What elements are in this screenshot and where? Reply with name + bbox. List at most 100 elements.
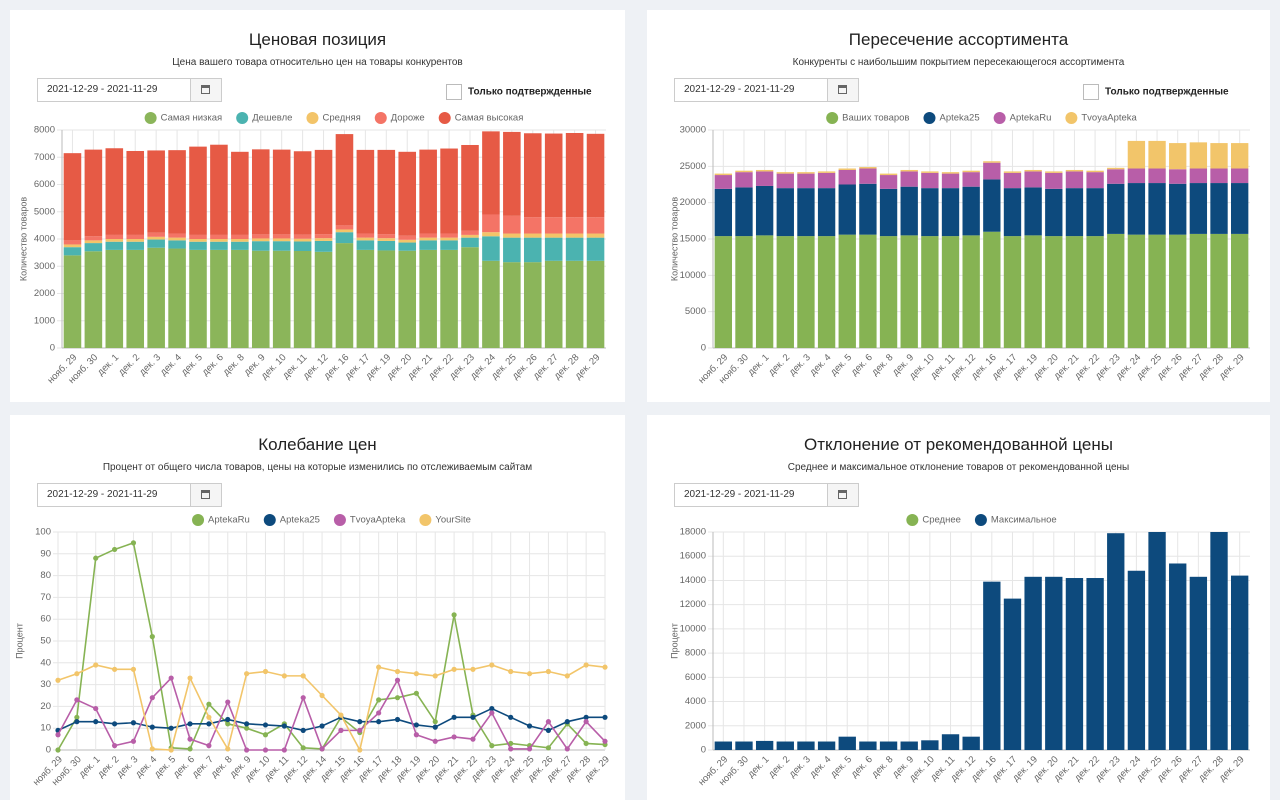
date-range-picker[interactable]: 2021-12-29 - 2021-11-29 <box>674 483 859 507</box>
line-point <box>376 697 382 703</box>
date-range-text: 2021-12-29 - 2021-11-29 <box>47 489 158 500</box>
bar-segment <box>231 249 249 348</box>
bar-segment <box>335 225 354 230</box>
bar-segment <box>147 150 165 233</box>
calendar-button[interactable] <box>827 79 858 101</box>
x-tick-label: дек. 5 <box>828 352 854 378</box>
calendar-button[interactable] <box>190 79 221 101</box>
calendar-button[interactable] <box>190 484 221 506</box>
bar-segment <box>983 581 1001 750</box>
confirmed-filter[interactable]: Только подтвержденные <box>1083 84 1229 100</box>
date-range-picker[interactable]: 2021-12-29 - 2021-11-29 <box>674 78 859 102</box>
bar-segment <box>503 131 521 216</box>
y-tick-label: 5000 <box>685 306 706 317</box>
bar-segment <box>293 250 312 348</box>
bar-segment <box>817 171 836 173</box>
bar-segment <box>1086 236 1104 348</box>
legend-label: Дешевле <box>252 113 292 124</box>
bar-segment <box>776 173 794 189</box>
bar-segment <box>482 131 500 215</box>
bar-segment <box>1189 142 1208 169</box>
x-tick-label: дек. 2 <box>766 352 792 378</box>
bar-segment <box>1169 563 1187 750</box>
legend-label: Самая низкая <box>161 113 223 124</box>
line-point <box>489 710 495 716</box>
bar-segment <box>147 232 165 237</box>
calendar-button[interactable] <box>827 484 858 506</box>
bar-segment <box>776 236 794 348</box>
line-point <box>508 746 514 752</box>
bar-segment <box>1230 233 1249 348</box>
bar-segment <box>776 741 794 750</box>
line-point <box>111 546 118 553</box>
line-point <box>93 662 99 668</box>
x-tick-label: дек. 2 <box>766 754 792 780</box>
confirmed-filter[interactable]: Только подтвержденные <box>446 84 592 100</box>
bar-segment <box>168 237 186 241</box>
line-point <box>526 746 533 752</box>
line-point <box>300 727 306 733</box>
x-tick-label: дек. 4 <box>158 352 184 378</box>
bar-segment <box>1003 171 1022 173</box>
bar-segment <box>962 736 980 750</box>
bar-segment <box>1045 188 1063 237</box>
bar-segment <box>1148 183 1166 235</box>
bar-segment <box>983 179 1001 232</box>
bar-segment <box>168 240 186 249</box>
y-tick-label: 2000 <box>34 288 55 299</box>
legend-marker <box>826 112 839 124</box>
line-point <box>602 738 608 744</box>
bar-segment <box>147 247 165 348</box>
x-tick-label: дек. 8 <box>870 352 896 378</box>
legend-label: Дороже <box>391 113 425 124</box>
y-tick-label: 8000 <box>34 125 55 136</box>
bar-segment <box>1045 172 1063 189</box>
line-point <box>583 740 589 747</box>
chart: 0 2000 4000 6000 8000 10000 12000 14000 16000 180… <box>669 514 1250 788</box>
bar-segment <box>335 243 354 348</box>
chart-subtitle: Цена вашего товара относительно цен на т… <box>172 57 463 68</box>
date-range-picker[interactable]: 2021-12-29 - 2021-11-29 <box>37 78 222 102</box>
bar-segment <box>314 238 333 241</box>
legend-marker <box>974 514 987 526</box>
bar-segment <box>776 172 794 174</box>
bar-segment <box>735 741 753 750</box>
bar-segment <box>523 217 542 234</box>
bar-segment <box>1127 168 1146 184</box>
date-range-text: 2021-12-29 - 2021-11-29 <box>684 84 795 95</box>
bar-segment <box>941 734 960 750</box>
line-point <box>74 671 80 677</box>
y-tick-label: 6000 <box>685 672 706 683</box>
bar-segment <box>1003 236 1022 348</box>
bar-segment <box>941 172 960 174</box>
y-tick-label: 20 <box>40 701 51 712</box>
line-point <box>300 695 306 701</box>
x-tick-label: дек. 8 <box>870 754 896 780</box>
line-point <box>376 664 382 670</box>
bar-segment <box>838 168 856 170</box>
y-tick-label: 4000 <box>34 234 55 245</box>
x-tick-label: дек. 1 <box>95 352 121 378</box>
x-tick-label: дек. 6 <box>200 352 226 378</box>
chart-title: Ценовая позиция <box>248 30 387 49</box>
calendar-icon <box>838 85 847 94</box>
bar-segment <box>879 236 898 348</box>
bar-segment <box>1003 598 1022 750</box>
bar-segment <box>523 262 542 348</box>
bar-segment <box>1107 169 1125 184</box>
y-tick-label: 25000 <box>680 161 706 172</box>
bar-segment <box>1024 187 1042 236</box>
legend-marker <box>192 514 205 526</box>
line-point <box>244 747 250 753</box>
line-point <box>168 675 174 681</box>
date-range-picker[interactable]: 2021-12-29 - 2021-11-29 <box>37 483 222 507</box>
line-point <box>168 747 174 753</box>
bar-segment <box>356 249 375 348</box>
bar-segment <box>1169 183 1187 235</box>
x-tick-label: дек. 6 <box>849 352 875 378</box>
bar-segment <box>797 172 815 174</box>
bar-segment <box>84 243 103 252</box>
x-tick-label: дек. 5 <box>828 754 854 780</box>
bar-segment <box>440 237 458 241</box>
line-point <box>545 719 552 725</box>
